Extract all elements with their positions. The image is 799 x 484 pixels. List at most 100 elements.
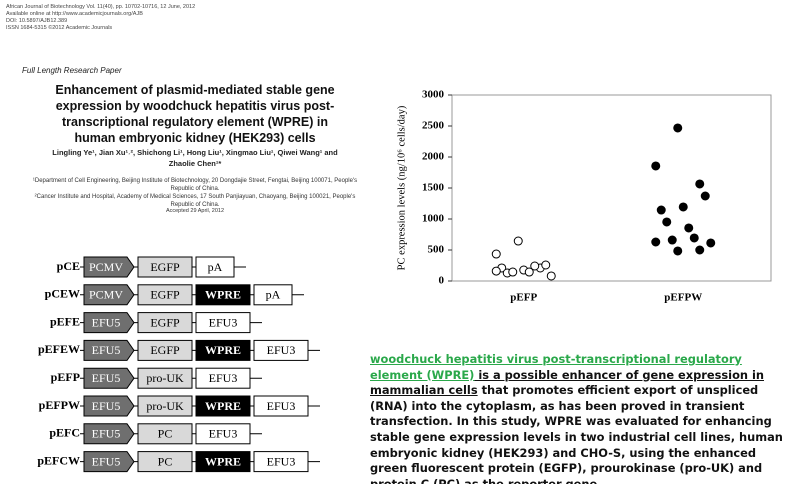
part-label: EFU5 <box>92 427 121 441</box>
data-point <box>651 237 661 247</box>
construct-part <box>195 423 251 445</box>
journal-line: ISSN 1684-5315 ©2012 Academic Journals <box>6 25 113 31</box>
affiliation: ²Cancer Institute and Hospital, Academy … <box>34 194 356 208</box>
part-label: PCMV <box>89 260 123 274</box>
construct-name: pCEW <box>45 287 80 301</box>
part-label: WPRE <box>205 288 241 302</box>
construct-part <box>253 284 293 306</box>
construct-part <box>195 451 251 473</box>
data-point <box>651 161 661 171</box>
data-point <box>530 261 540 271</box>
promoter-arrow <box>83 312 135 334</box>
data-point <box>673 123 683 133</box>
part-label: pro-UK <box>146 371 184 385</box>
part-label: EGFP <box>150 343 180 357</box>
data-point <box>513 236 523 246</box>
construct-diagram: pCE PCMV EGFP pA pCEW PCMV EGFP WPRE pA pEFE EFU5 E… <box>37 256 320 473</box>
construct-part <box>195 284 251 306</box>
promoter-arrow <box>83 339 135 361</box>
summary: woodchuck hepatitis virus post-transcrip… <box>370 352 795 484</box>
part-label: EFU3 <box>209 371 238 385</box>
paper-title: Enhancement of plasmid-mediated stable g… <box>55 83 335 145</box>
part-label: PC <box>158 427 173 441</box>
journal-line: DOI: 10.5897/AJB12.389 <box>6 18 68 24</box>
promoter-arrow <box>83 367 135 389</box>
y-tick-label: 2500 <box>422 120 445 132</box>
authors: Lingling Ye¹, Jian Xu¹˒², Shichong Li¹, … <box>52 148 338 168</box>
part-label: WPRE <box>205 399 241 413</box>
part-label: WPRE <box>205 454 241 468</box>
data-point <box>700 191 710 201</box>
part-label: EFU3 <box>209 427 238 441</box>
y-tick-label: 1500 <box>422 182 445 194</box>
data-point <box>541 260 551 270</box>
promoter-arrow <box>83 451 135 473</box>
part-label: EFU5 <box>92 399 121 413</box>
promoter-arrow <box>83 395 135 417</box>
construct-part <box>195 367 251 389</box>
construct-name: pEFE <box>50 314 80 328</box>
construct-part <box>195 312 251 334</box>
data-point <box>508 267 518 277</box>
part-label: PCMV <box>89 288 123 302</box>
construct-part <box>137 395 193 417</box>
construct-part <box>137 312 193 334</box>
part-label: EFU3 <box>267 454 296 468</box>
data-point <box>684 223 694 233</box>
construct-name: pEFEW <box>38 342 80 356</box>
part-label: EFU5 <box>92 315 121 329</box>
summary-link[interactable]: woodchuck hepatitis virus post-transcrip… <box>370 352 742 382</box>
summary-underlined: is a possible enhancer of gene expressio… <box>370 367 764 398</box>
part-label: WPRE <box>205 343 241 357</box>
y-tick-label: 2000 <box>422 151 445 163</box>
affiliation: ¹Department of Cell Engineering, Beijing… <box>32 178 358 192</box>
y-axis-label: PC expression levels (ng/10⁶ cells/day) <box>396 105 407 270</box>
part-label: pA <box>266 288 281 302</box>
accepted-date: Accepted 29 April, 2012 <box>165 208 225 214</box>
data-point <box>524 267 534 277</box>
data-point <box>491 266 501 276</box>
part-label: pA <box>208 260 223 274</box>
data-point <box>546 271 556 281</box>
construct-part <box>137 339 193 361</box>
x-tick-label: pEFP <box>510 292 537 304</box>
part-label: pro-UK <box>146 399 184 413</box>
part-label: EFU5 <box>92 343 121 357</box>
promoter-arrow <box>83 284 135 306</box>
construct-part <box>253 395 309 417</box>
part-label: EFU5 <box>92 371 121 385</box>
y-tick-label: 500 <box>428 244 445 256</box>
part-label: EGFP <box>150 260 180 274</box>
part-label: PC <box>158 454 173 468</box>
promoter-arrow <box>83 256 135 278</box>
data-point <box>662 217 672 227</box>
part-label: EFU3 <box>209 315 238 329</box>
data-point <box>695 245 705 255</box>
construct-part <box>137 256 193 278</box>
part-label: EFU5 <box>92 454 121 468</box>
data-point <box>689 233 699 243</box>
part-label: EFU3 <box>267 343 296 357</box>
construct-part <box>195 395 251 417</box>
construct-name: pEFC <box>49 426 80 440</box>
journal-line: Available online at http://www.academicj… <box>6 11 143 17</box>
y-tick-label: 1000 <box>422 213 445 225</box>
data-point <box>656 205 666 215</box>
construct-part <box>253 339 309 361</box>
data-point <box>678 202 688 212</box>
part-label: EGFP <box>150 288 180 302</box>
data-point <box>667 235 677 245</box>
article-type: Full Length Research Paper <box>22 66 122 75</box>
summary-text: that promotes efficient export of unspli… <box>370 383 783 484</box>
construct-name: pCE <box>57 259 80 273</box>
x-tick-label: pEFPW <box>664 292 702 304</box>
construct-part <box>137 451 193 473</box>
construct-name: pEFPW <box>39 398 80 412</box>
construct-name: pEFP <box>51 370 80 384</box>
data-point <box>706 238 716 248</box>
construct-part <box>195 339 251 361</box>
data-point <box>491 249 501 259</box>
part-label: EFU3 <box>267 399 296 413</box>
construct-part <box>195 256 235 278</box>
